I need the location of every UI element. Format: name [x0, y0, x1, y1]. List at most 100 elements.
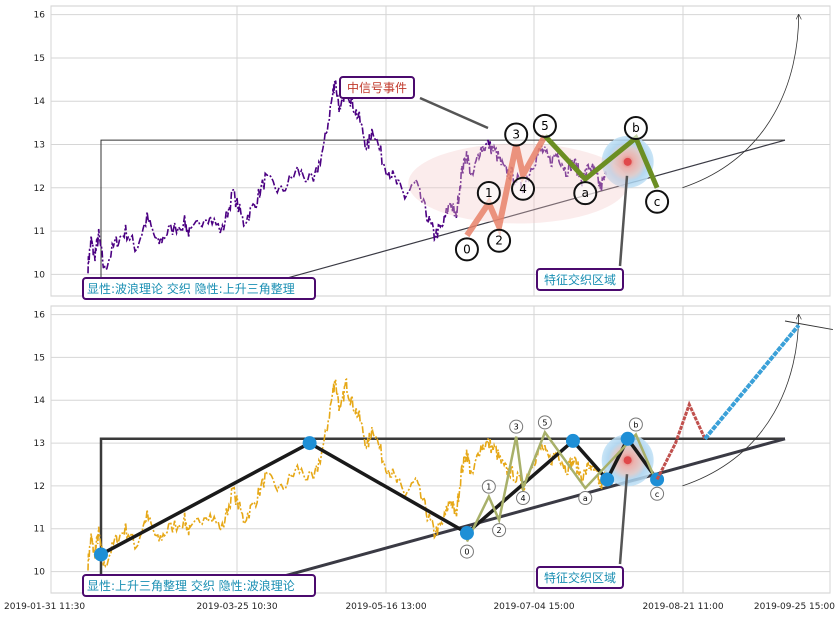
y-tick-label: 13: [34, 439, 45, 449]
zone-label: 特征交织区域: [536, 566, 624, 589]
pattern-node: [94, 547, 108, 562]
wave-marker-circle: [578, 491, 593, 506]
support-line: [237, 139, 786, 293]
wave-marker-label: 3: [512, 128, 520, 142]
wave-marker-label: 4: [520, 494, 525, 503]
wave-marker-label: c: [654, 195, 661, 209]
signal-label-box: [339, 76, 415, 99]
correction-wave: [543, 133, 660, 189]
x-tick-label: 2019-07-04 15:00: [493, 602, 574, 612]
pattern-node: [302, 436, 317, 451]
impulse-wave: [464, 134, 548, 238]
wave-marker-label: a: [582, 186, 589, 200]
pattern-label-box: [82, 574, 316, 597]
x-tick-label: 2019-03-25 10:30: [196, 602, 277, 612]
target-center: [623, 456, 632, 465]
plot-frame: [50, 5, 831, 297]
plot-frame: [50, 305, 831, 594]
y-tick-label: 16: [34, 11, 46, 21]
wave-marker-circle: [492, 523, 507, 538]
y-tick-label: 15: [34, 353, 45, 363]
wave-marker-circle: [516, 491, 531, 506]
wave-marker-label: b: [633, 421, 638, 430]
zone-pointer: [618, 474, 629, 565]
wave-marker-label: b: [632, 121, 640, 135]
pattern-node: [565, 433, 580, 448]
wave-marker-circle: [645, 189, 670, 214]
y-tick-label: 14: [34, 396, 46, 406]
price-line: [87, 78, 607, 274]
y-tick-label: 10: [34, 270, 46, 280]
wave-marker-circle: [487, 228, 512, 253]
x-axis: 2019-01-31 11:30 2019-03-25 10:30 2019-05-…: [4, 602, 835, 612]
wave-marker-label: 2: [495, 234, 503, 248]
x-tick-label: 2019-01-31 11:30: [4, 602, 85, 612]
signal-label: 中信号事件: [339, 76, 415, 99]
pattern-label: 显性:波浪理论 交织 隐性:上升三角整理: [82, 277, 316, 300]
wave-marker-circle: [532, 113, 557, 138]
projection-arrow: [682, 15, 798, 189]
wave-marker-circle: [509, 419, 524, 434]
signal-pointer: [419, 96, 489, 130]
wave-marker-circle: [481, 479, 496, 494]
y-tick-label: 13: [34, 141, 45, 151]
zone-label-box: [536, 268, 624, 291]
target-center: [623, 157, 632, 166]
support-line: [237, 437, 786, 591]
wave-marker-label: 0: [464, 548, 469, 557]
wave-marker-label: 1: [486, 483, 491, 492]
wave-marker-circle: [537, 415, 552, 430]
zone-label-text: 特征交织区域: [544, 272, 616, 287]
wave-marker-circle: [511, 176, 536, 201]
pattern-label-box: [82, 277, 316, 300]
y-tick-label: 14: [34, 97, 46, 107]
zone-label-box: [536, 566, 624, 589]
wave-marker-circle: [476, 180, 501, 205]
y-tick-label: 12: [34, 482, 45, 492]
y-tick-label: 15: [34, 54, 45, 64]
wave-marker-label: 5: [542, 418, 547, 427]
zone-label-text: 特征交织区域: [544, 570, 616, 585]
wave-marker-circle: [573, 181, 598, 206]
pattern-node: [459, 526, 474, 541]
signal-label-text: 中信号事件: [347, 80, 407, 95]
wave-marker-circle: [454, 237, 479, 262]
zone-label: 特征交织区域: [536, 268, 624, 291]
wave-marker-label: 0: [463, 242, 471, 256]
x-tick-label: 2019-05-16 13:00: [345, 602, 426, 612]
y-tick-label: 16: [34, 311, 46, 321]
wave-marker-label: 3: [514, 423, 519, 432]
pattern-label: 显性:上升三角整理 交织 隐性:波浪理论: [82, 574, 316, 597]
pattern-node: [600, 472, 615, 487]
zone-pointer: [618, 175, 629, 267]
pattern-label-text: 显性:上升三角整理 交织 隐性:波浪理论: [87, 578, 295, 593]
projection-arrow: [682, 315, 798, 487]
wave-marker-circle: [650, 486, 665, 501]
wave-marker-label: 2: [497, 526, 502, 535]
pattern-node: [620, 431, 635, 446]
wave-marker-label: c: [655, 490, 659, 499]
projection-cap: [784, 320, 833, 331]
projection-red: [655, 400, 707, 481]
wave-marker-circle: [459, 544, 474, 559]
x-tick-label: 2019-08-21 11:00: [642, 602, 723, 612]
pattern-label-text: 显性:波浪理论 交织 隐性:上升三角整理: [87, 281, 295, 296]
y-tick-label: 11: [34, 227, 45, 237]
projection-blue: [703, 324, 801, 441]
wave-marker-label: 5: [541, 119, 549, 133]
wave-marker-label: a: [583, 494, 588, 503]
y-tick-label: 12: [34, 184, 45, 194]
x-tick-label: 2019-09-25 15:00: [754, 602, 835, 612]
wave-overlay: [465, 429, 659, 543]
wave-marker-circle: [628, 417, 643, 432]
wave-marker-label: 1: [485, 186, 493, 200]
y-tick-label: 11: [34, 525, 45, 535]
wave-marker-circle: [504, 122, 529, 147]
y-tick-label: 10: [34, 568, 46, 578]
wave-marker-circle: [623, 116, 648, 141]
wave-marker-label: 4: [519, 182, 527, 196]
price-line: [87, 377, 607, 571]
